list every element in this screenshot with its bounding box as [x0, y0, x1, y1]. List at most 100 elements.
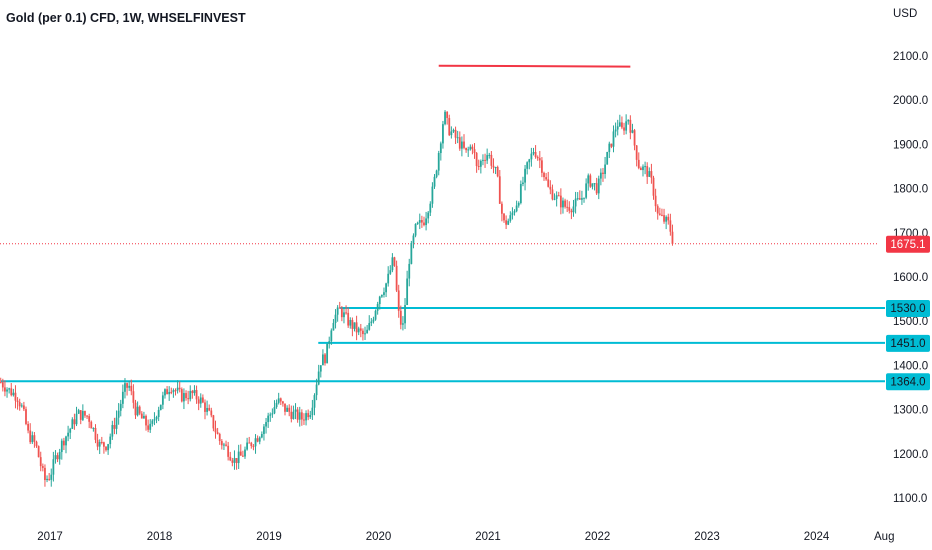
candle-body [427, 212, 430, 219]
candle-body [410, 243, 413, 264]
candle-body [494, 167, 497, 169]
candle-body [368, 323, 371, 330]
candle-body [549, 186, 552, 190]
candle-body [454, 129, 457, 138]
candle-body [389, 270, 392, 274]
candle-body [383, 292, 385, 295]
candle-body [359, 328, 362, 331]
candle-body [134, 402, 137, 416]
candle-body [168, 391, 171, 395]
candle-body [345, 312, 347, 314]
candle-body [496, 167, 499, 177]
candle-body [149, 423, 152, 430]
candle-body [189, 390, 192, 400]
candle-body [429, 203, 432, 213]
candle-body [583, 197, 585, 199]
candle-body [174, 390, 177, 392]
candle-body [530, 153, 533, 160]
candle-body [105, 446, 107, 451]
candle-body [322, 354, 324, 366]
candle-body [92, 427, 95, 429]
candle-body [252, 446, 255, 448]
candle-body [505, 220, 508, 225]
candle-body [193, 390, 196, 394]
candle-body [159, 404, 162, 410]
candle-body [290, 411, 293, 419]
candle-body [153, 419, 156, 421]
candle-body [187, 398, 190, 400]
candle-body [199, 397, 202, 404]
levels-layer [0, 64, 885, 383]
candle-body [33, 435, 36, 442]
candle-body [185, 393, 187, 399]
candle-body [111, 424, 114, 437]
candle-body [16, 400, 19, 403]
candle-body [420, 220, 423, 223]
candle-body [541, 160, 543, 173]
candle-body [319, 365, 322, 372]
candle-body [568, 207, 571, 211]
candle-body [79, 410, 82, 420]
candle-body [406, 278, 409, 306]
candle-body [559, 195, 562, 208]
candle-body [303, 419, 305, 421]
candle-body [547, 179, 550, 187]
time-axis[interactable]: 2017 2018 2019 2020 2021 2022 2023 2024 Aug [37, 531, 894, 543]
candle-body [258, 437, 261, 442]
candle-body [524, 168, 526, 183]
price-axis[interactable]: 1100.01200.01300.01400.01500.01600.01700… [893, 51, 928, 505]
candle-body [538, 158, 541, 161]
candle-body [46, 478, 48, 481]
candle-body [117, 410, 120, 418]
candle-body [223, 444, 225, 446]
candle-body [6, 389, 8, 392]
candle-body [65, 436, 67, 446]
candle-body [229, 456, 232, 461]
candle-body [637, 159, 640, 169]
candle-body [214, 428, 217, 433]
level-price-tag: 1530.0 [890, 303, 925, 315]
candle-body [343, 312, 345, 318]
candle-body [576, 198, 579, 200]
candle-body [176, 387, 179, 391]
candle-body [161, 395, 164, 405]
level-price-tag-bg [886, 299, 930, 317]
resistance-line[interactable] [438, 64, 631, 68]
candle-body [581, 198, 583, 200]
candle-body [263, 426, 265, 435]
candle-body [616, 126, 619, 130]
candle-body [151, 420, 154, 424]
candle-body [178, 387, 181, 390]
x-tick-label: 2022 [585, 531, 611, 543]
candle-body [136, 406, 139, 416]
candle-body [418, 220, 421, 223]
candle-body [212, 415, 215, 429]
level-price-tag-bg [886, 373, 930, 391]
candle-body [37, 446, 40, 458]
candle-body [667, 216, 670, 221]
candle-body [216, 432, 219, 435]
candle-body [220, 441, 223, 446]
candle-body [347, 312, 350, 326]
candle-body [669, 220, 672, 232]
candle-body [0, 382, 2, 384]
candle-body [618, 122, 621, 127]
candle-body [52, 459, 55, 475]
candle-body [355, 322, 358, 333]
candle-body [27, 423, 29, 431]
candle-body [543, 172, 545, 178]
candle-body [612, 131, 615, 147]
candle-body [456, 137, 459, 139]
candle-body [292, 411, 295, 419]
candle-body [349, 319, 352, 326]
candle-body [385, 283, 387, 293]
candle-body [254, 438, 257, 447]
candle-body [145, 415, 147, 426]
candle-body [246, 442, 248, 450]
candle-body [62, 440, 65, 446]
candle-body [248, 442, 251, 444]
candle-body [663, 215, 665, 222]
candle-body [71, 419, 74, 429]
candle-body [450, 131, 453, 136]
